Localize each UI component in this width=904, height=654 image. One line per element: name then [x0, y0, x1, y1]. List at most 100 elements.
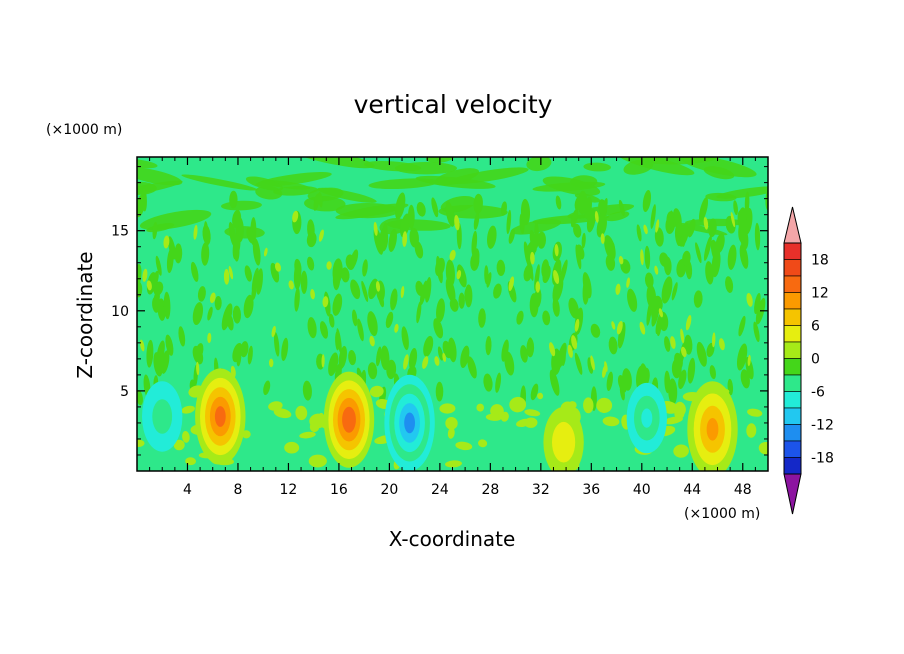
contour-blob [695, 242, 702, 264]
contour-blob [400, 213, 411, 238]
contour-blob [431, 197, 439, 218]
contour-blob [487, 225, 497, 249]
contour-blob [163, 235, 170, 249]
contour-blob [524, 409, 541, 417]
contour-blob [240, 341, 249, 358]
contour-blob [557, 342, 567, 369]
contour-blob [668, 378, 678, 405]
contour-blob [573, 223, 582, 238]
contour-blob [594, 211, 599, 223]
x-tick-label: 8 [233, 482, 242, 498]
contour-blob [381, 222, 388, 243]
contour-blob [646, 300, 652, 326]
contour-blob [300, 270, 308, 294]
contour-blob [549, 369, 560, 396]
contour-blob [639, 321, 646, 335]
contour-blob [534, 288, 542, 308]
contour-blob [508, 276, 515, 292]
contour-blob [152, 270, 159, 289]
x-axis-label: X-coordinate [389, 527, 516, 551]
contour-blob [284, 441, 300, 454]
contour-blob [617, 321, 626, 349]
contour-blob [554, 244, 559, 257]
contour-blob [575, 244, 582, 270]
contour-blob [705, 261, 714, 285]
contour-blob [400, 286, 405, 298]
contour-blob [746, 292, 753, 307]
contour-blob [737, 210, 748, 236]
contour-blob [168, 236, 176, 260]
contour-blob [541, 259, 550, 278]
contour-blob [362, 259, 368, 277]
x-tick-label: 16 [330, 482, 348, 498]
colorbar-segment [783, 292, 802, 310]
colorbar-segment [783, 424, 802, 442]
contour-blob [294, 258, 302, 276]
contour-blob [142, 268, 148, 282]
colorbar-segment [783, 457, 802, 475]
contour-blob [403, 354, 409, 370]
contour-blob [394, 323, 399, 333]
contour-blob [409, 227, 419, 248]
contour-blob [744, 191, 750, 215]
contour-blob [608, 336, 618, 355]
contour-blob [483, 373, 493, 392]
contour-blob [328, 352, 339, 377]
colorbar-tick-label: 18 [811, 253, 829, 269]
contour-blob [232, 342, 243, 363]
contour-blob [422, 356, 429, 369]
contour-blob [590, 355, 595, 371]
contour-blob [485, 413, 502, 421]
x-tick-label: 36 [582, 482, 600, 498]
contour-blob [302, 380, 312, 401]
colorbar-segment [783, 374, 802, 392]
colorbar-segment [783, 341, 802, 359]
contour-blob [348, 350, 357, 366]
contour-blob [754, 292, 761, 315]
contour-blob [644, 272, 654, 289]
contour-blob [740, 369, 750, 389]
contour-blob [472, 248, 480, 267]
contour-blob [361, 280, 369, 302]
contour-blob [493, 283, 502, 299]
contour-blob [445, 277, 456, 303]
colorbar-tick-label: -6 [811, 385, 825, 401]
contour-blob [281, 337, 289, 362]
contour-blob [738, 315, 746, 337]
contour-blob [435, 257, 445, 277]
y-tick-label: 15 [111, 224, 129, 240]
contour-blob [228, 266, 234, 280]
contour-band [641, 408, 653, 428]
contour-blob [367, 362, 378, 380]
contour-blob [341, 267, 350, 283]
contour-blob [263, 247, 268, 257]
contour-blob [602, 416, 620, 427]
contour-blob [319, 321, 329, 339]
contour-blob [273, 408, 292, 419]
contour-blob [369, 385, 384, 398]
contour-blob [586, 209, 596, 233]
contour-blob [445, 460, 462, 468]
contour-blob [309, 413, 327, 429]
colorbar-segment [783, 325, 802, 343]
contour-blob [705, 192, 737, 202]
contour-blob [209, 292, 216, 304]
contour-blob [500, 411, 509, 422]
contour-blob [380, 345, 390, 371]
contour-blob [434, 168, 480, 186]
contour-blob [295, 405, 308, 421]
contour-blob [197, 286, 206, 302]
contour-blob [173, 439, 185, 451]
contour-blob [526, 157, 552, 172]
contour-blob [478, 439, 488, 448]
contour-blob [644, 245, 651, 270]
contour-blob [326, 261, 332, 270]
contour-blob [642, 190, 652, 212]
contour-blob [363, 161, 422, 172]
contour-blob [146, 280, 152, 291]
contour-blob [308, 454, 327, 468]
contour-blob [747, 354, 751, 367]
contour-blob [137, 281, 143, 298]
contour-blob [696, 341, 707, 367]
contour-blob [232, 305, 242, 324]
